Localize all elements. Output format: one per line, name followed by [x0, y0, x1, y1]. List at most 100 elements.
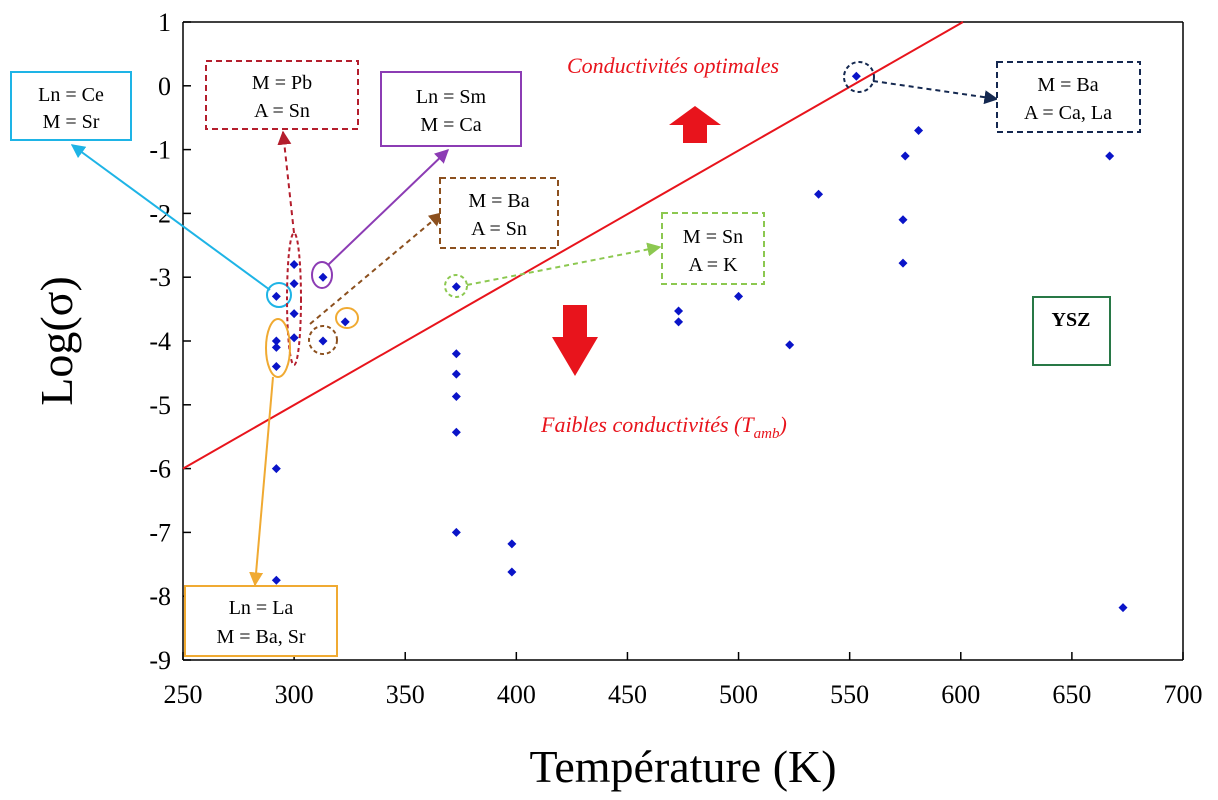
data-point: [289, 309, 299, 319]
data-point: [271, 575, 281, 585]
y-tick-label: -8: [149, 582, 171, 611]
callout-ce-sr-line2: M = Sr: [43, 111, 100, 133]
x-tick-label: 300: [275, 680, 314, 709]
data-point: [814, 189, 824, 199]
x-tick-label: 500: [719, 680, 758, 709]
highlight-la-basr-small: [335, 307, 359, 329]
data-point: [451, 369, 461, 379]
data-point: [271, 342, 281, 352]
y-tick-label: -9: [149, 646, 171, 675]
y-axis-title: Log(σ): [31, 276, 82, 406]
x-axis-title: Température (K): [529, 741, 836, 792]
callout-ba-sn-line1: M = Ba: [468, 190, 529, 212]
callout-pb-sn-line1: M = Pb: [252, 72, 312, 94]
highlight-pb-sn: [286, 232, 302, 366]
callout-sm-ca: Ln = Sm M = Ca: [380, 71, 522, 147]
y-tick-label: -4: [149, 327, 171, 356]
callout-sn-k-line1: M = Sn: [683, 226, 743, 248]
callout-la-basr: Ln = La M = Ba, Sr: [184, 585, 338, 657]
arrow-ba-cala: [872, 80, 999, 105]
data-point: [507, 539, 517, 549]
callout-ba-cala-line2: A = Ca, La: [1024, 102, 1112, 124]
low-conductivity-label: Faibles conductivités (Tamb): [540, 412, 787, 442]
arrow-pb-sn: [277, 130, 295, 234]
x-ticks: 250 300 350 400 450 500 550 600 650 700: [164, 652, 1203, 709]
data-point: [451, 427, 461, 437]
callout-box-ba-sn: [439, 177, 559, 249]
data-point: [340, 317, 350, 327]
x-tick-label: 250: [164, 680, 203, 709]
callout-ba-sn-line2: A = Sn: [471, 218, 527, 240]
highlight-sn-k: [444, 274, 468, 298]
data-point: [289, 333, 299, 343]
data-point: [507, 567, 517, 577]
y-ticks: 10-1-2-3-4-5-6-7-8-9: [149, 8, 191, 675]
down-arrow: [552, 305, 598, 376]
data-point: [271, 291, 281, 301]
data-points: [271, 71, 1128, 613]
y-tick-label: -7: [149, 518, 171, 547]
data-point: [734, 291, 744, 301]
x-tick-label: 600: [941, 680, 980, 709]
callout-ba-cala: M = Ba A = Ca, La: [996, 61, 1141, 133]
callout-ce-sr: Ln = Ce M = Sr: [10, 71, 132, 141]
data-point: [271, 362, 281, 372]
data-point: [1118, 603, 1128, 613]
y-tick-label: -1: [149, 136, 171, 165]
callout-sm-ca-line2: M = Ca: [420, 114, 481, 136]
data-point: [271, 336, 281, 346]
callout-ba-cala-line1: M = Ba: [1037, 74, 1098, 96]
data-point: [271, 464, 281, 474]
callout-box-la-basr: [184, 585, 338, 657]
arrow-ba-sn: [309, 212, 444, 325]
data-point: [851, 71, 861, 81]
data-point: [674, 306, 684, 316]
callout-sm-ca-line1: Ln = Sm: [416, 86, 487, 108]
y-tick-label: 0: [158, 72, 171, 101]
arrow-sm-ca: [327, 149, 450, 266]
highlight-ce-sr: [266, 282, 292, 308]
data-point: [785, 340, 795, 350]
x-tick-label: 400: [497, 680, 536, 709]
data-point: [289, 279, 299, 289]
data-point: [1105, 151, 1115, 161]
data-point: [451, 282, 461, 292]
highlight-sm-ca: [311, 261, 333, 289]
ysz-label: YSZ: [1052, 309, 1091, 331]
callout-sn-k: M = Sn A = K: [661, 212, 765, 285]
x-tick-label: 650: [1052, 680, 1091, 709]
callout-ce-sr-line1: Ln = Ce: [38, 84, 104, 106]
x-tick-label: 550: [830, 680, 869, 709]
y-tick-label: -5: [149, 391, 171, 420]
reference-line: [182, 21, 964, 470]
data-point: [318, 336, 328, 346]
callout-la-basr-line2: M = Ba, Sr: [216, 626, 305, 648]
callout-arrows: [70, 80, 999, 587]
low-conductivity-subscript: amb: [754, 426, 780, 442]
data-point: [900, 151, 910, 161]
low-conductivity-main: Faibles conductivités (T: [540, 412, 755, 437]
data-point: [898, 215, 908, 225]
highlights: [265, 61, 875, 378]
up-arrow: [669, 106, 721, 143]
arrow-ce-sr: [70, 144, 271, 291]
data-point: [318, 272, 328, 282]
data-point: [289, 259, 299, 269]
y-tick-label: 1: [158, 8, 171, 37]
ysz-box: [1032, 296, 1111, 366]
x-tick-label: 450: [608, 680, 647, 709]
arrow-sn-k: [466, 242, 662, 286]
low-conductivity-close: ): [777, 412, 786, 437]
callout-box-sn-k: [661, 212, 765, 285]
callout-box-pb-sn: [205, 60, 359, 130]
data-point: [674, 317, 684, 327]
callout-ysz: YSZ: [1032, 296, 1111, 366]
callout-la-basr-line1: Ln = La: [229, 597, 294, 619]
highlight-la-basr: [265, 318, 291, 378]
x-tick-label: 700: [1164, 680, 1203, 709]
data-point: [451, 527, 461, 537]
highlight-ba-cala: [843, 61, 875, 93]
callout-box-sm-ca: [380, 71, 522, 147]
callout-sn-k-line2: A = K: [688, 254, 738, 276]
